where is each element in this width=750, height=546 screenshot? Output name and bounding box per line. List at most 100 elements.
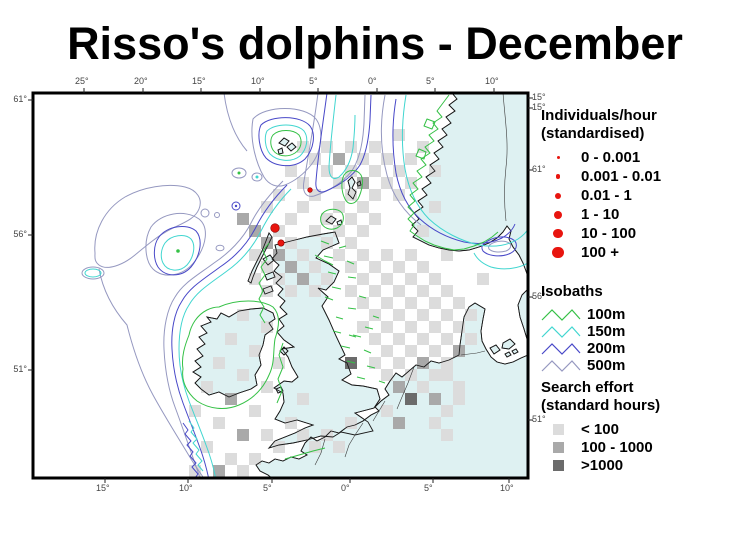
effort-cell [357,273,369,285]
effort-cell [369,357,381,369]
tick-label: 15° [532,92,546,102]
tick-label: 0° [368,76,377,86]
effort-cell [285,285,297,297]
isobath-iso500 [381,94,422,226]
isobath-iso100 [407,94,499,251]
effort-cell [357,201,369,213]
isobath-iso200 [315,93,372,193]
effort-class-row: >1000 [541,456,660,474]
effort-cell [249,453,261,465]
tick-label: 5° [424,483,433,493]
individuals-class-row: 10 - 100 [541,224,661,243]
isobath-iso150 [178,188,292,478]
red-dot-icon [555,174,561,179]
isobath-class-label: 100m [587,306,626,323]
effort-class-label: >1000 [581,456,624,474]
effort-cell [249,405,261,417]
tick-label: 61° [532,164,546,174]
effort-cell [369,213,381,225]
sighting-dot [270,223,280,233]
isobath-iso100 [423,118,436,130]
effort-cell [321,165,333,177]
tick-label: 10° [251,76,265,86]
effort-cell [393,357,405,369]
effort-cell [357,321,369,333]
tick-label: 20° [134,76,148,86]
effort-cell [273,249,285,261]
isobath-iso100 [320,240,380,338]
effort-cell [285,261,297,273]
isobath-class-label: 200m [587,340,626,357]
effort-cell [417,285,429,297]
zigzag-line-icon [541,309,581,321]
effort-cell [225,453,237,465]
effort-cell [417,141,429,153]
effort-cell [417,309,429,321]
axis-ticks [28,88,533,483]
effort-cell [393,417,405,429]
effort-cell [393,285,405,297]
effort-cell [213,417,225,429]
effort-cell [333,201,345,213]
effort-cell [429,321,441,333]
effort-cell [369,309,381,321]
tick-label: 15° [192,76,206,86]
effort-cell [381,177,393,189]
sighting-size-icon [541,210,575,219]
effort-cell [321,213,333,225]
effort-cell [297,273,309,285]
isobath-iso150 [264,124,308,161]
effort-cell [201,381,213,393]
isobath-iso100 [332,330,386,384]
red-dot-icon [554,210,562,219]
individuals-class-label: 100 + [581,244,619,261]
effort-cell [405,153,417,165]
effort-cell [309,189,321,201]
individuals-title: Individuals/hour [541,107,657,124]
individuals-class-row: 100 + [541,243,661,262]
effort-cell [345,189,357,201]
effort-cell [465,309,477,321]
effort-cell [477,273,489,285]
effort-cell [345,213,357,225]
effort-cell [441,333,453,345]
individuals-class-row: 0.001 - 0.01 [541,167,661,186]
isobath-iso150 [328,94,356,180]
isobath-layer [81,93,528,478]
isobath-class-label: 500m [587,357,626,374]
effort-cell [369,333,381,345]
effort-cell [405,321,417,333]
isobath-iso500 [251,108,322,187]
individuals-class-label: 0.001 - 0.01 [581,168,662,185]
isobath-iso200 [481,236,517,257]
sighting-dot [307,187,313,193]
page-title: Risso's dolphins - December [67,18,683,69]
effort-class-row: 100 - 1000 [541,438,660,456]
effort-cell [345,141,357,153]
effort-cell [405,249,417,261]
effort-cell [381,321,393,333]
isobath-iso100 [320,208,344,230]
red-dot-icon [556,156,560,159]
effort-cell [441,369,453,381]
sighting-size-icon [541,192,575,199]
effort-cell [273,357,285,369]
isobath-iso100 [258,242,270,324]
tick-label: 15° [96,483,110,493]
tick-label: 5° [309,76,318,86]
tick-label: 5° [426,76,435,86]
isobath-iso200 [182,422,199,478]
coastline-layer [192,93,528,478]
effort-square-icon [541,459,575,471]
effort-cell [333,441,345,453]
effort-cell [381,369,393,381]
effort-cell [393,309,405,321]
effort-cell [213,465,225,477]
effort-cell [369,261,381,273]
isobaths-rows: 100m 150m 200m 500m [541,306,625,374]
isobath-iso100 [415,148,427,160]
effort-class-row: < 100 [541,420,660,438]
effort-cell [357,225,369,237]
effort-cell [309,261,321,273]
isobath-iso150 [473,252,528,270]
